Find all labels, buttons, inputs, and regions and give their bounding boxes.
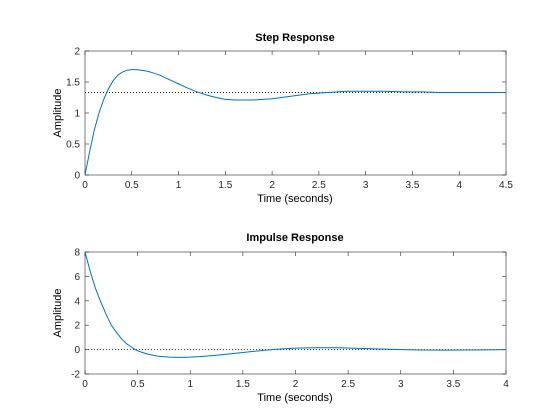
- impulse-response-ytick-label: 8: [74, 248, 80, 259]
- step-response-xtick-label: 3.5: [405, 180, 419, 191]
- impulse-response-ytick-label: 4: [74, 296, 80, 307]
- step-response-xtick-label: 2: [269, 180, 275, 191]
- impulse-response-xtick-label: 1: [187, 379, 193, 390]
- step-response-xtick-label: 0: [82, 180, 88, 191]
- step-response-title: Step Response: [255, 32, 334, 44]
- step-response-xtick-label: 3: [363, 180, 369, 191]
- impulse-response-xtick-label: 0: [82, 379, 88, 390]
- impulse-response-xtick-label: 3.5: [446, 379, 460, 390]
- impulse-response-plot-frame: [84, 251, 507, 375]
- impulse-response-xtick-label: 0.5: [131, 379, 145, 390]
- impulse-response-xtick-label: 2: [293, 379, 299, 390]
- step-response-ytick-label: 1: [74, 109, 80, 120]
- step-response-ytick-label: 0.5: [66, 140, 80, 151]
- impulse-response-ylabel: Amplitude: [52, 289, 64, 338]
- impulse-response-title: Impulse Response: [246, 232, 343, 244]
- impulse-response-ytick-label: 2: [74, 321, 80, 332]
- step-response-xtick-label: 0.5: [125, 180, 139, 191]
- step-response-xtick-label: 4: [456, 180, 462, 191]
- impulse-response-ytick-label: 6: [74, 272, 80, 283]
- step-response-xtick-label: 2.5: [312, 180, 326, 191]
- impulse-response-xtick-label: 1.5: [236, 379, 250, 390]
- impulse-response-xtick-label: 2.5: [341, 379, 355, 390]
- step-response-plot-frame: [84, 50, 507, 176]
- impulse-response-xtick-label: 3: [398, 379, 404, 390]
- impulse-response-xtick-label: 4: [503, 379, 509, 390]
- step-response-series-line: [84, 69, 506, 176]
- impulse-response-axes: Impulse Response Time (seconds) Amplitud…: [52, 232, 509, 404]
- step-response-ytick-label: 0: [74, 171, 80, 182]
- step-response-xtick-label: 1.5: [218, 180, 232, 191]
- step-response-xlabel: Time (seconds): [257, 193, 332, 205]
- step-response-xtick-label: 1: [176, 180, 182, 191]
- step-response-axes: Step Response Time (seconds) Amplitude 0…: [52, 32, 513, 205]
- impulse-response-ytick-label: -2: [71, 370, 80, 381]
- step-response-ytick-label: 1.5: [66, 78, 80, 89]
- step-response-ytick-label: 2: [74, 47, 80, 58]
- impulse-response-series-line: [84, 251, 507, 358]
- impulse-response-ytick-label: 0: [74, 345, 80, 356]
- step-response-xtick-label: 4.5: [499, 180, 513, 191]
- step-response-ylabel: Amplitude: [52, 89, 64, 138]
- impulse-response-xlabel: Time (seconds): [257, 392, 332, 404]
